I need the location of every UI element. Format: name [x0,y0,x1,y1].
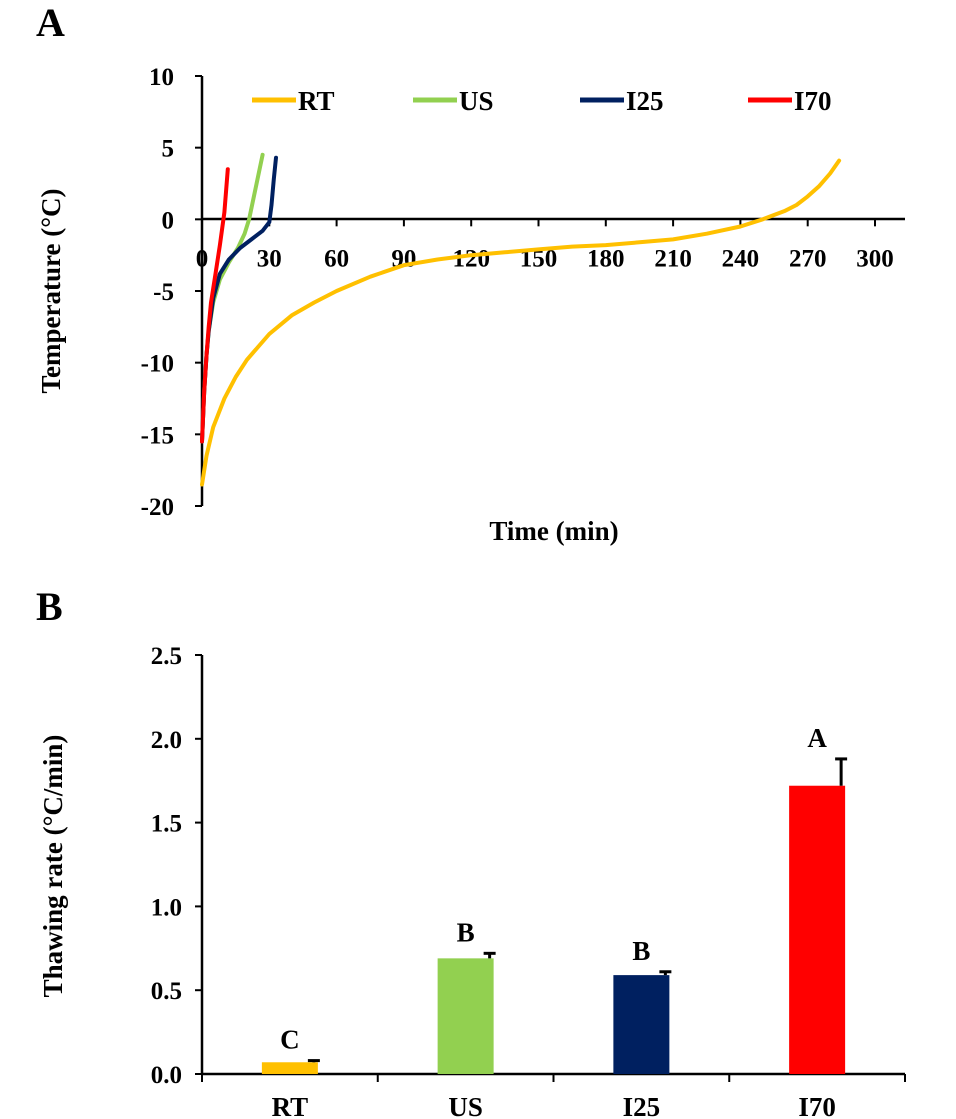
x-tick-label: 300 [856,245,894,272]
x-tick-label: 120 [452,245,490,272]
series-line-i70 [200,167,230,444]
y-tick-label: 0.0 [151,1062,182,1089]
panel-b-label: B [36,584,63,629]
x-tick-label: 240 [722,245,760,272]
panel-a-legend: RT US I25 I70 [252,86,832,116]
panel-b-y-axis-title: Thawing rate (°C/min) [38,735,68,998]
y-tick-label: -10 [141,351,174,378]
x-tick-label: 0 [196,245,209,272]
panel-a-x-axis-title: Time (min) [489,516,618,546]
x-tick-label: 270 [789,245,827,272]
significance-letter-us: B [457,917,475,947]
y-tick-label: 1.0 [151,894,182,921]
y-tick-label: 5 [162,136,175,163]
legend-label-i70: I70 [794,86,832,116]
significance-letter-i70: A [807,723,827,753]
legend-label-i25: I25 [626,86,664,116]
category-label-us: US [448,1092,483,1119]
x-tick-label: 210 [654,245,692,272]
y-tick-label: 2.0 [151,727,182,754]
y-tick-label: -5 [153,279,174,306]
panel-a-y-ticks: 10 5 0 -5 -10 -15 -20 [141,64,202,521]
category-label-i25: I25 [623,1092,661,1119]
panel-a-y-axis-title: Temperature (°C) [36,188,66,393]
bar-i25 [613,975,670,1074]
y-tick-label: -15 [141,422,174,449]
significance-letter-rt: C [280,1025,300,1055]
panel-a-x-ticks: 0 30 60 90 120 150 180 210 240 270 300 [196,219,894,272]
panel-a-series [200,152,842,487]
y-tick-label: 0.5 [151,978,182,1005]
panel-a-label: A [36,0,65,45]
panel-b-x-ticks [201,1074,906,1082]
panel-b-y-ticks: 2.5 2.0 1.5 1.0 0.5 0.0 [151,643,202,1089]
category-label-rt: RT [272,1092,309,1119]
bar-i70 [789,785,846,1074]
y-tick-label: 2.5 [151,643,182,670]
y-tick-label: 10 [149,64,174,91]
panel-b: B 2.5 2.0 1.5 1.0 0.5 0.0 C RT B US B I25 A I70 Thaw… [36,584,906,1119]
legend-label-us: US [459,86,494,116]
x-tick-label: 30 [257,245,282,272]
series-line-rt [200,158,842,487]
panel-b-bars: C RT B US B I25 A I70 [261,723,848,1119]
bar-us [437,958,494,1074]
x-tick-label: 60 [324,245,349,272]
legend-label-rt: RT [298,86,335,116]
category-label-i70: I70 [798,1092,836,1119]
significance-letter-i25: B [632,936,650,966]
y-tick-label: 1.5 [151,811,182,838]
x-tick-label: 180 [587,245,625,272]
bar-rt [261,1062,318,1074]
y-tick-label: -20 [141,494,174,521]
y-tick-label: 0 [162,207,175,234]
